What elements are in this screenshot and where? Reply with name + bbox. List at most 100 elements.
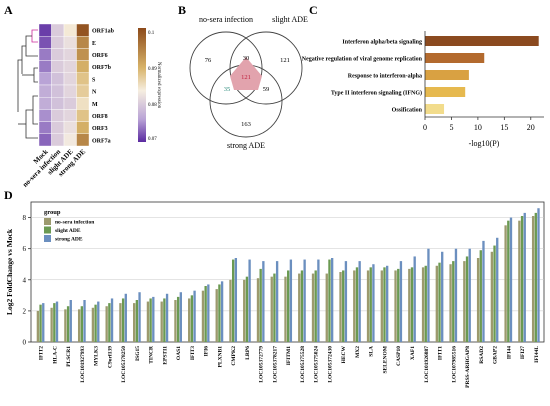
foldchange-bar (397, 268, 400, 342)
foldchange-x-label: RSAD2 (479, 346, 485, 364)
foldchange-bar (110, 298, 114, 342)
foldchange-bar (537, 208, 540, 342)
foldchange-bar (207, 284, 210, 342)
foldchange-bar (369, 267, 372, 342)
heatmap-legend-title: Normalized expression (156, 62, 161, 109)
venn-count-slight-strong: 59 (263, 86, 270, 93)
foldchange-bar (386, 265, 389, 342)
foldchange-x-label: LOC105378250 (121, 346, 127, 383)
heatmap-cell (51, 72, 65, 86)
foldchange-bar (163, 298, 166, 342)
foldchange-bar (534, 212, 537, 342)
foldchange-y-tick: 2 (23, 307, 27, 315)
foldchange-bar (108, 303, 111, 342)
venn-label-no-sera: no-sera infection (199, 15, 253, 24)
foldchange-x-label: C9orf139 (107, 346, 113, 368)
heatmap-cell (38, 48, 52, 61)
foldchange-x-label: LOC101927993 (80, 346, 86, 383)
foldchange-x-label: IFIT3 (190, 346, 196, 360)
heatmap-cell (76, 36, 90, 49)
heatmap-color-scale (138, 28, 146, 142)
foldchange-x-label: LOC105372779 (259, 346, 265, 383)
heatmap-legend-ticks: 0.1 0.09 0.08 0.07 (148, 31, 157, 142)
heatmap-cell (38, 121, 52, 134)
heatmap-cell (38, 109, 52, 122)
foldchange-bar (152, 296, 155, 342)
foldchange-bar (105, 306, 108, 342)
foldchange-bar (518, 220, 521, 342)
foldchange-bar (248, 259, 251, 342)
foldchange-bar (413, 256, 416, 342)
foldchange-bar (328, 259, 331, 342)
foldchange-x-label: PRSS-ARHGAP8 (465, 346, 471, 388)
foldchange-bar (179, 292, 182, 342)
foldchange-x-label: IFIT1 (438, 346, 444, 360)
foldchange-x-label: LOC105372430 (327, 346, 333, 383)
heatmap-cell (76, 133, 90, 147)
foldchange-x-label: XAF1 (410, 346, 416, 360)
heatmap-cells (38, 23, 90, 147)
foldchange-y-tick: 6 (23, 245, 27, 253)
foldchange-x-label: IFI44L (534, 346, 540, 363)
enrichment-x-ticks: 0 5 10 15 20 (423, 117, 535, 132)
foldchange-bar (77, 309, 81, 342)
foldchange-bar (124, 293, 127, 342)
foldchange-bar (80, 306, 84, 342)
foldchange-bar (231, 259, 235, 342)
heatmap-cell (63, 60, 77, 73)
foldchange-bar (531, 216, 535, 342)
heatmap-cell (51, 23, 65, 37)
venn-label-slight-ade: slight ADE (272, 15, 308, 24)
foldchange-bar (50, 307, 53, 342)
foldchange-panel: 0 2 4 6 8 IFIT2 HLA-C PLSCR1 LOC101927993 MYLK3 C… (5, 201, 545, 388)
foldchange-bar (342, 270, 345, 342)
foldchange-bar (135, 300, 139, 342)
foldchange-bar (39, 304, 42, 342)
legend-entry: strong ADE (55, 237, 83, 243)
heatmap-cell (63, 121, 77, 134)
foldchange-bar (160, 301, 163, 342)
heatmap-cell (63, 96, 77, 110)
foldchange-x-label: PLXNB1 (217, 346, 223, 368)
foldchange-bar (482, 240, 485, 342)
legend-swatch (44, 218, 51, 225)
heatmap-cell (76, 121, 90, 134)
foldchange-bar (133, 303, 136, 342)
foldchange-x-labels: IFIT2 HLA-C PLSCR1 LOC101927993 MYLK3 C9orf13… (39, 345, 540, 388)
row-dendrogram (17, 29, 38, 139)
foldchange-bar (42, 303, 45, 342)
foldchange-bar (176, 296, 180, 342)
foldchange-bar (165, 293, 169, 342)
enrichment-term-label: Response to interferon-alpha (348, 73, 422, 79)
foldchange-bar (344, 261, 348, 342)
foldchange-bar (424, 265, 427, 342)
foldchange-bar (479, 250, 482, 342)
foldchange-bar (138, 292, 141, 342)
foldchange-bar (452, 261, 455, 342)
foldchange-x-label: IFITM1 (286, 346, 292, 366)
foldchange-bar (372, 264, 375, 342)
heatmap-cell (51, 121, 65, 134)
foldchange-x-label: PLSCR1 (66, 346, 72, 367)
heatmap-cell (38, 133, 52, 147)
venn-count-no-sera-strong: 35 (224, 86, 231, 93)
panel-label-a: A (4, 3, 13, 17)
foldchange-bar (119, 303, 122, 342)
enrichment-x-label: -log10(P) (469, 139, 500, 148)
heatmap-cell (51, 96, 65, 110)
venn-count-no-sera-slight: 30 (243, 55, 250, 62)
foldchange-bar (380, 270, 383, 342)
foldchange-x-label: IFI44 (506, 346, 512, 359)
foldchange-bar (325, 273, 328, 342)
heatmap-cell (38, 60, 52, 73)
foldchange-bar (300, 270, 304, 342)
heatmap-row-label: ORF1ab (92, 29, 115, 35)
heatmap-cell (51, 109, 65, 122)
foldchange-bar (490, 251, 494, 342)
foldchange-bar (463, 261, 466, 342)
heatmap-cell (38, 84, 52, 98)
foldchange-x-label: EPSTI1 (162, 346, 168, 365)
heatmap-cell (51, 84, 65, 98)
foldchange-bar (245, 276, 249, 342)
foldchange-bar (496, 237, 499, 342)
